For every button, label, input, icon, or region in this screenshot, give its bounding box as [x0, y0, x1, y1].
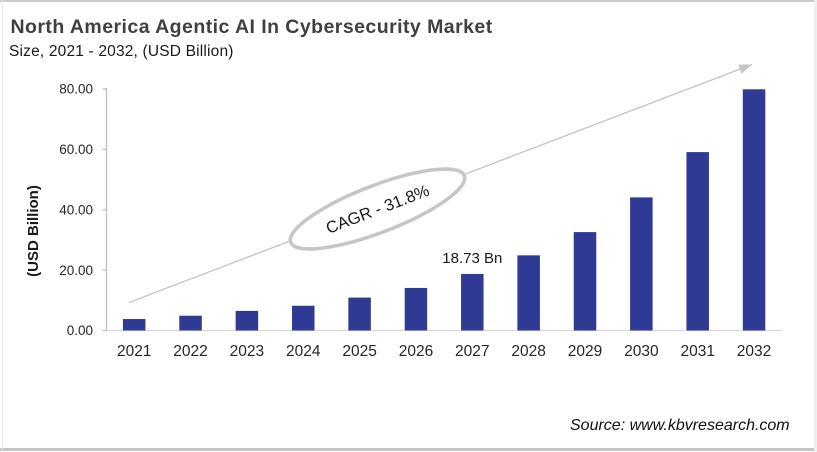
x-tick-label: 2027 — [455, 343, 489, 360]
y-axis-title: (USD Billion) — [25, 185, 42, 277]
bar-2030 — [630, 197, 653, 331]
bar-2022 — [179, 315, 202, 331]
x-tick-label: 2024 — [286, 343, 321, 360]
bar-2031 — [686, 152, 709, 331]
x-tick-label: 2022 — [173, 343, 207, 360]
y-tick-label: 20.00 — [59, 263, 93, 278]
chart-subtitle: Size, 2021 - 2032, (USD Billion) — [9, 43, 234, 60]
frame-border-left — [2, 0, 3, 452]
chart-title: North America Agentic AI In Cybersecurit… — [10, 16, 493, 38]
x-tick-label: 2028 — [511, 343, 545, 360]
bar-2026 — [404, 287, 428, 331]
x-tick-label: 2029 — [568, 343, 602, 360]
bar-2028 — [517, 255, 540, 331]
y-tick-label: 40.00 — [59, 202, 93, 217]
bar-2027 — [461, 273, 484, 331]
bar-2032 — [742, 89, 766, 331]
bar-2021 — [122, 319, 146, 331]
x-tick-label: 2025 — [342, 343, 376, 360]
x-tick-label: 2031 — [680, 343, 714, 360]
bar-2029 — [573, 232, 597, 331]
x-tick-label: 2026 — [399, 343, 433, 360]
frame-border-top — [0, 0, 817, 2]
source-note: Source: www.kbvresearch.com — [570, 417, 790, 434]
bar-2025 — [348, 297, 371, 331]
x-tick-label: 2021 — [117, 343, 151, 360]
y-tick-label: 80.00 — [59, 82, 93, 97]
bar-2024 — [292, 305, 315, 331]
x-tick-label: 2030 — [624, 343, 659, 360]
y-tick-label: 0.00 — [67, 323, 93, 338]
x-tick-label: 2023 — [230, 343, 264, 360]
cagr-badge: CAGR - 31.8% — [288, 167, 467, 251]
bar-2023 — [235, 310, 259, 331]
frame-border-bottom — [0, 448, 817, 451]
y-tick-label: 60.00 — [59, 142, 93, 157]
frame-border-right — [814, 0, 817, 452]
cagr-ellipse — [288, 167, 467, 251]
bar-value-label: 18.73 Bn — [442, 250, 502, 267]
x-tick-label: 2032 — [737, 343, 771, 360]
trend-arrow-head — [738, 64, 752, 74]
